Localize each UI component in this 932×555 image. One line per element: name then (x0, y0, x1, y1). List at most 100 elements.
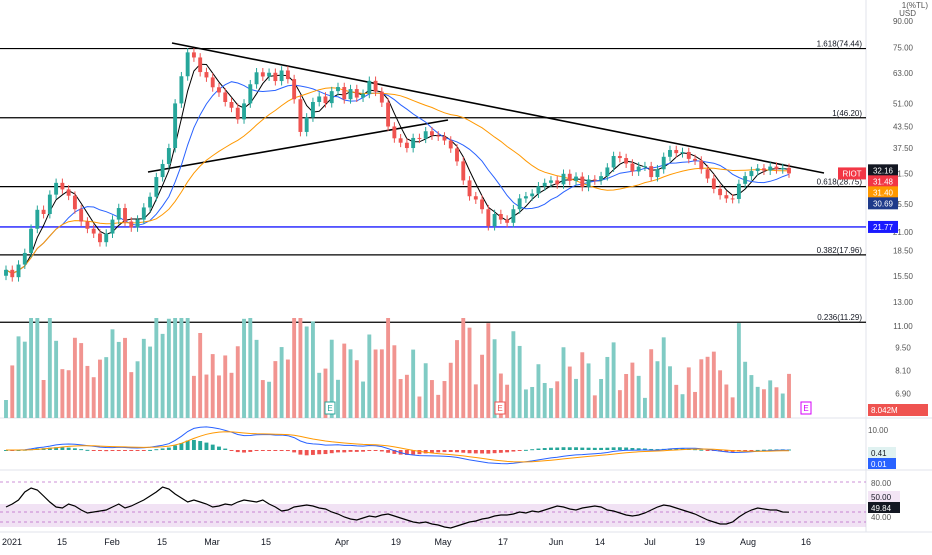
macd-histogram-bar (285, 450, 290, 452)
candle-body (649, 166, 654, 178)
price-tick-labels: 90.00 75.00 63.00 51.00 43.50 37.50 31.50 25.50… (893, 17, 914, 399)
fib-level-label: 0.236(11.29) (817, 313, 862, 322)
candle-body (423, 131, 428, 139)
macd-histogram-bar (342, 450, 347, 453)
macd-histogram-bar (185, 440, 190, 450)
volume-bar (248, 318, 253, 418)
candle-body (605, 167, 610, 177)
macd-histogram-bar (173, 445, 178, 450)
price-tick: 75.00 (893, 43, 914, 52)
time-axis-label: Jul (644, 537, 656, 547)
trendlines (147, 42, 825, 174)
volume-bar (98, 359, 102, 418)
candle-body (542, 182, 547, 187)
candle-body (367, 80, 372, 94)
earnings-marker: E (494, 401, 506, 415)
macd-histogram-bar (724, 450, 729, 452)
candle-body (204, 72, 209, 78)
time-axis-label: Mar (204, 537, 220, 547)
volume-value-badge (868, 404, 928, 416)
fib-level-label: 1(46.20) (832, 109, 862, 118)
candle-body (54, 182, 59, 195)
time-axis-label: 15 (57, 537, 67, 547)
macd-histogram-bar (260, 450, 265, 451)
candle-body (298, 99, 303, 132)
price-badge (868, 220, 898, 233)
macd-histogram-bar (417, 450, 422, 455)
macd-histogram-bar (223, 448, 228, 450)
macd-pane (4, 426, 791, 465)
price-badge-text: 32.16 (873, 166, 894, 175)
volume-bar (373, 349, 378, 418)
volume-bar (361, 381, 365, 418)
macd-histogram-bar (329, 450, 334, 454)
volume-bar (436, 394, 441, 418)
candle-body (730, 198, 735, 200)
volume-bar (91, 377, 96, 418)
candle-body (599, 176, 604, 181)
volume-bar (649, 349, 654, 418)
price-badge (868, 186, 898, 199)
time-axis-label: Apr (335, 537, 349, 547)
volume-bar (386, 318, 391, 418)
candle-body (724, 195, 729, 199)
candle-body (361, 93, 365, 98)
candle-body (430, 131, 434, 136)
volume-bar (60, 369, 65, 418)
volume-bar (166, 318, 171, 418)
volume-bar (398, 379, 403, 418)
candle-body (235, 107, 240, 120)
price-pane[interactable] (0, 0, 866, 418)
candle-body (148, 196, 153, 208)
candle-body (693, 158, 697, 161)
macd-histogram-bar (511, 450, 516, 452)
volume-bar (567, 366, 572, 418)
volume-bar (605, 356, 610, 418)
macd-histogram-bar (98, 450, 102, 451)
time-axis-label: 2021 (2, 537, 22, 547)
candle-body (517, 198, 522, 210)
volume-bar (135, 361, 140, 418)
candle-body (173, 103, 178, 149)
macd-histogram-bar (448, 450, 453, 453)
volume-bar (129, 372, 134, 418)
macd-histogram-bar (47, 447, 52, 450)
fib-level-label: 1.618(74.44) (817, 40, 863, 49)
macd-histogram-bar (523, 449, 528, 451)
macd-histogram-bar (480, 450, 485, 454)
volume-bar (611, 342, 616, 418)
candle-body (574, 176, 578, 181)
macd-histogram-bar (54, 447, 59, 450)
candle-body (66, 189, 71, 196)
candle-body (561, 173, 566, 185)
volume-bar (693, 391, 697, 418)
volume-bar (411, 349, 416, 418)
candle-body (787, 167, 791, 174)
candle-body (655, 169, 660, 178)
macd-histogram-bar (217, 446, 221, 450)
ascending-trendline[interactable] (147, 119, 449, 173)
macd-histogram-bar (542, 448, 547, 450)
macd-histogram-bar (423, 450, 428, 454)
descending-trendline[interactable] (171, 42, 825, 174)
price-tick: 51.00 (893, 99, 914, 108)
macd-histogram-bar (749, 450, 754, 451)
candle-body (705, 169, 710, 179)
macd-histogram-bar (461, 450, 466, 453)
rsi-badge-50-bg (868, 491, 900, 502)
earnings-marker-letter: E (497, 404, 502, 413)
volume-bar (549, 388, 553, 418)
candle-body (160, 163, 165, 178)
candle-body (718, 188, 723, 196)
volume-bar (116, 341, 121, 418)
volume-bar (104, 357, 109, 418)
candle-body (191, 52, 196, 58)
volume-bar (254, 339, 259, 418)
candle-body (198, 57, 203, 73)
candlesticks (4, 48, 791, 282)
macd-histogram-bar (66, 447, 71, 450)
volume-bar (304, 326, 309, 418)
volume-bar (404, 374, 409, 418)
